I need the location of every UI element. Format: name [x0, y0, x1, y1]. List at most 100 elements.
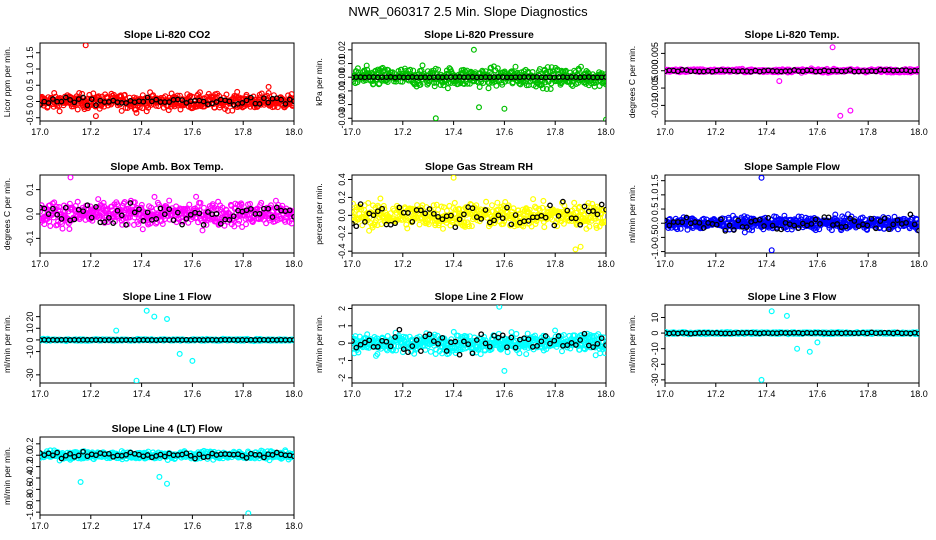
panel-title: Slope Sample Flow: [744, 161, 841, 173]
black-data-point: [735, 217, 742, 224]
black-data-point: [179, 97, 185, 103]
data-point: [365, 200, 372, 207]
black-data-point: [508, 221, 515, 228]
x-tick-label: 17.2: [707, 389, 725, 399]
outlier-point: [133, 377, 140, 383]
black-data-point: [894, 217, 901, 223]
black-data-point: [409, 218, 416, 225]
x-tick-label: 17.0: [656, 389, 674, 399]
y-axis-label: ml/min per min.: [2, 315, 12, 373]
outlier-point: [450, 175, 457, 181]
black-data-point: [131, 209, 138, 216]
data-point: [186, 201, 193, 208]
data-point: [493, 82, 500, 89]
black-data-point: [118, 212, 125, 219]
y-tick-label: 0.4: [337, 173, 347, 186]
x-tick-label: 17.0: [343, 259, 361, 269]
black-data-point: [911, 221, 918, 228]
x-tick-label: 17.2: [82, 259, 100, 269]
data-point: [516, 350, 523, 357]
data-point: [593, 225, 600, 232]
data-point: [571, 199, 578, 206]
black-data-point: [769, 222, 776, 229]
y-axis-label: Licor ppm per min.: [2, 47, 12, 117]
black-data-point: [71, 216, 78, 223]
black-data-point: [405, 210, 411, 216]
data-point: [197, 199, 204, 206]
black-data-point: [396, 204, 403, 211]
black-data-point: [594, 340, 601, 347]
data-point: [520, 223, 527, 230]
black-data-point: [144, 94, 151, 101]
x-tick-label: 17.4: [758, 389, 776, 399]
chart-panel-3: Slope Li-820 Temp.17.0 17.2 17.4 17.6 17.8 18…: [627, 29, 928, 137]
black-data-point: [551, 222, 558, 229]
black-data-point: [916, 67, 919, 74]
outlier-point: [113, 327, 120, 334]
black-data-point: [58, 98, 65, 105]
y-tick-label: -30: [650, 373, 660, 386]
outlier-point: [164, 316, 171, 323]
x-tick-label: 17.8: [234, 259, 252, 269]
black-data-point: [418, 207, 424, 214]
chart-panel-4: Slope Amb. Box Temp.17.0 17.2 17.4 17.6 17.8…: [2, 161, 303, 269]
black-data-point: [174, 209, 181, 216]
data-point: [666, 216, 673, 223]
outlier-point: [151, 313, 158, 320]
data-point: [56, 108, 63, 115]
black-data-point: [166, 206, 173, 213]
black-data-point: [778, 226, 785, 233]
black-data-point: [683, 214, 690, 221]
black-data-point: [278, 96, 284, 103]
black-data-point: [392, 220, 398, 227]
black-data-point: [731, 227, 737, 233]
black-data-point: [564, 342, 571, 348]
black-data-point: [452, 338, 459, 345]
data-point: [749, 227, 756, 234]
outlier-point: [67, 175, 74, 181]
series-points: [665, 308, 919, 383]
x-tick-label: 17.8: [859, 127, 877, 137]
black-data-point: [508, 334, 515, 341]
black-data-point: [426, 206, 433, 212]
black-data-point: [577, 337, 584, 343]
black-data-point: [525, 218, 532, 224]
data-point: [209, 201, 216, 208]
data-point: [243, 221, 250, 228]
data-point: [364, 331, 371, 338]
data-point: [602, 350, 606, 357]
data-point: [143, 108, 150, 115]
data-point: [593, 222, 600, 229]
black-data-point: [495, 334, 502, 341]
x-tick-label: 17.8: [859, 259, 877, 269]
black-data-point: [679, 219, 686, 226]
data-point: [577, 63, 584, 70]
series-points: [40, 175, 294, 234]
data-point: [523, 351, 530, 358]
data-point: [513, 330, 520, 337]
black-data-point: [825, 214, 832, 221]
x-tick-label: 17.4: [133, 259, 151, 269]
series-points: [40, 307, 294, 383]
x-tick-label: 17.4: [758, 259, 776, 269]
data-point: [440, 225, 447, 232]
x-tick-label: 17.8: [859, 389, 877, 399]
data-point: [468, 223, 475, 230]
y-tick-label: -20: [650, 358, 660, 371]
black-data-point: [743, 224, 750, 230]
black-data-point: [469, 205, 476, 212]
data-point: [229, 107, 236, 114]
data-point: [381, 67, 388, 74]
data-point: [433, 79, 440, 86]
x-tick-label: 17.6: [184, 127, 202, 137]
black-data-point: [435, 213, 441, 220]
data-point: [489, 202, 496, 209]
black-data-point: [499, 215, 506, 222]
black-data-point: [560, 198, 566, 205]
black-data-point: [435, 340, 441, 347]
data-point: [139, 226, 146, 233]
data-point: [355, 349, 362, 356]
black-data-point: [256, 101, 263, 107]
data-point: [40, 208, 43, 215]
